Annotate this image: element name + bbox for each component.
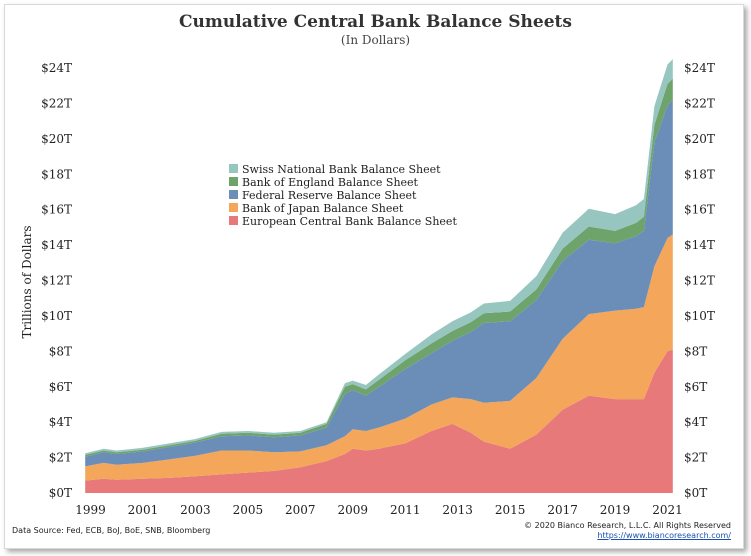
y-ticks-left: $0T $2T $4T $6T $8T $10T $12T $14T $16T $18T $20T $… xyxy=(41,61,72,500)
legend-swatch xyxy=(229,190,238,199)
y-ticks-right: $0T $2T $4T $6T $8T $10T $12T $14T $16T $18T $20T $… xyxy=(684,61,715,500)
x-tick-label: 1999 xyxy=(75,503,106,517)
y-tick-label-right: $16T xyxy=(684,203,715,217)
y-tick-label-left: $20T xyxy=(41,132,72,146)
x-tick-label: 2021 xyxy=(652,503,683,517)
legend-label: Swiss National Bank Balance Sheet xyxy=(242,163,441,176)
y-tick-label-right: $8T xyxy=(684,344,707,358)
y-tick-label-left: $10T xyxy=(41,309,72,323)
area-series-4 xyxy=(85,59,673,455)
legend-label: Federal Reserve Balance Sheet xyxy=(242,189,417,202)
y-tick-label-left: $18T xyxy=(41,167,72,181)
legend-swatch xyxy=(229,164,238,173)
y-tick-label-left: $14T xyxy=(41,238,72,252)
x-tick-label: 2001 xyxy=(128,503,159,517)
y-tick-label-right: $14T xyxy=(684,238,715,252)
y-tick-label-right: $4T xyxy=(684,415,707,429)
y-tick-label-right: $12T xyxy=(684,274,715,288)
y-tick-label-right: $10T xyxy=(684,309,715,323)
y-tick-label-left: $0T xyxy=(49,486,72,500)
y-tick-label-right: $22T xyxy=(684,96,715,110)
data-source-note: Data Source: Fed, ECB, BoJ, BoE, SNB, Bl… xyxy=(12,526,211,535)
chart-title: Cumulative Central Bank Balance Sheets xyxy=(179,12,572,32)
y-tick-label-right: $18T xyxy=(684,167,715,181)
x-tick-label: 2015 xyxy=(495,503,526,517)
y-tick-label-left: $16T xyxy=(41,203,72,217)
y-tick-label-left: $6T xyxy=(49,380,72,394)
y-tick-label-right: $6T xyxy=(684,380,707,394)
area-series-2 xyxy=(85,99,673,467)
x-tick-label: 2019 xyxy=(600,503,631,517)
y-tick-label-right: $0T xyxy=(684,486,707,500)
x-tick-label: 2011 xyxy=(390,503,421,517)
legend-label: Bank of Japan Balance Sheet xyxy=(242,202,404,215)
x-tick-label: 2003 xyxy=(180,503,211,517)
website-link[interactable]: https://www.biancoresearch.com/ xyxy=(597,531,731,540)
legend-swatch xyxy=(229,203,238,212)
y-tick-label-left: $24T xyxy=(41,61,72,75)
y-tick-label-right: $20T xyxy=(684,132,715,146)
copyright-block: © 2020 Bianco Research, L.L.C. All Right… xyxy=(524,521,731,541)
y-tick-label-left: $4T xyxy=(49,415,72,429)
chart-subtitle: (In Dollars) xyxy=(340,33,411,47)
legend-label: European Central Bank Balance Sheet xyxy=(242,215,457,228)
area-series-1 xyxy=(85,234,673,481)
y-tick-label-left: $22T xyxy=(41,96,72,110)
chart-areas xyxy=(85,59,673,493)
x-tick-label: 2009 xyxy=(337,503,368,517)
area-series-3 xyxy=(85,78,673,457)
y-tick-label-right: $2T xyxy=(684,451,707,465)
y-tick-label-right: $24T xyxy=(684,61,715,75)
y-tick-label-left: $2T xyxy=(49,451,72,465)
x-ticks: 1999 2001 2003 2005 2007 2009 2011 2013 2015 2017… xyxy=(75,503,683,517)
x-tick-label: 2017 xyxy=(547,503,578,517)
x-tick-label: 2013 xyxy=(442,503,473,517)
y-tick-label-left: $12T xyxy=(41,274,72,288)
area-series-0 xyxy=(85,349,673,493)
x-tick-label: 2007 xyxy=(285,503,316,517)
x-tick-label: 2005 xyxy=(233,503,264,517)
legend-label: Bank of England Balance Sheet xyxy=(242,176,419,189)
copyright-text: © 2020 Bianco Research, L.L.C. All Right… xyxy=(524,521,731,530)
legend-swatch xyxy=(229,177,238,186)
legend-swatch xyxy=(229,216,238,225)
y-tick-label-left: $8T xyxy=(49,344,72,358)
